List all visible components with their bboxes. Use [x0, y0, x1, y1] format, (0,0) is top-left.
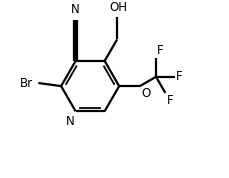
Text: F: F	[166, 94, 172, 107]
Text: F: F	[156, 44, 163, 57]
Text: N: N	[71, 3, 80, 16]
Text: Br: Br	[20, 77, 33, 90]
Text: N: N	[66, 115, 74, 128]
Text: O: O	[140, 87, 150, 100]
Text: OH: OH	[109, 1, 127, 14]
Text: F: F	[175, 70, 182, 83]
